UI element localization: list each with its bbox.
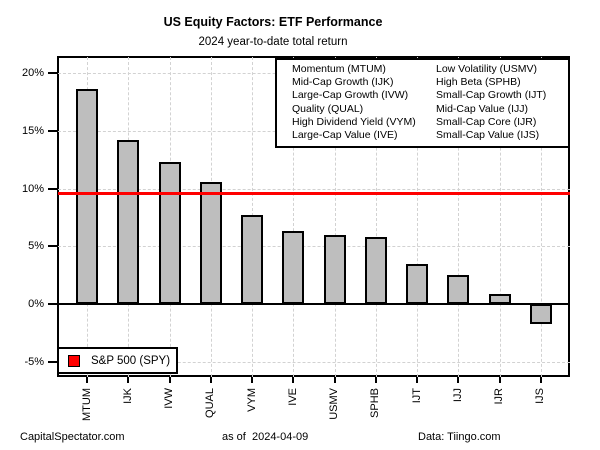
chart-subtitle: 2024 year-to-date total return <box>198 36 348 48</box>
legend-item: Small-Cap Core (IJR) <box>436 115 537 128</box>
legend-item: Quality (QUAL) <box>292 102 364 115</box>
bar-IJK <box>117 140 140 305</box>
x-tick-label: IJR <box>493 388 506 405</box>
footer-data-source: Data: Tiingo.com <box>418 431 501 443</box>
red-square-swatch-icon <box>68 354 80 367</box>
legend-item: Mid-Cap Value (IJJ) <box>436 102 528 115</box>
y-gridline <box>58 188 570 190</box>
plot-area <box>57 56 570 377</box>
x-axis-tick <box>416 377 419 383</box>
y-gridline <box>58 246 570 248</box>
bar-IVE <box>282 231 305 305</box>
x-gridline <box>540 57 542 377</box>
legend-item: Momentum (MTUM) <box>292 63 386 75</box>
x-axis-tick <box>539 377 542 383</box>
bar-IJS <box>529 304 552 325</box>
y-gridline <box>58 361 570 363</box>
x-tick-label: IVW <box>163 388 176 409</box>
x-gridline <box>293 57 295 377</box>
x-axis-tick <box>209 377 212 383</box>
y-tick-label: 0% <box>28 298 44 311</box>
x-axis-tick <box>127 377 130 383</box>
x-gridline <box>499 57 501 377</box>
y-axis-tick <box>48 303 58 306</box>
x-tick-label: IJS <box>534 388 547 404</box>
x-gridline <box>458 57 460 377</box>
x-axis-tick <box>374 377 377 383</box>
x-gridline <box>417 57 419 377</box>
bar-SPHB <box>364 237 387 305</box>
x-axis-tick <box>498 377 501 383</box>
legend-item: Low Volatility (USMV) <box>436 63 537 75</box>
x-tick-label: IJT <box>410 388 423 404</box>
y-axis-tick <box>48 187 58 190</box>
factor-legend-column-1: Momentum (MTUM) Mid-Cap Growth (IJK) Large… <box>292 63 416 142</box>
y-tick-label: 10% <box>21 182 44 195</box>
y-tick-label: 20% <box>21 67 44 80</box>
x-axis-tick <box>292 377 295 383</box>
legend-item: High Beta (SPHB) <box>436 76 521 89</box>
bar-USMV <box>323 234 346 305</box>
x-axis-tick <box>333 377 336 383</box>
benchmark-legend: S&P 500 (SPY) <box>57 347 178 374</box>
benchmark-legend-label: S&P 500 (SPY) <box>91 354 171 367</box>
y-axis-tick <box>48 245 58 248</box>
legend-item: Large-Cap Value (IVE) <box>292 129 398 142</box>
x-tick-label: QUAL <box>204 388 217 418</box>
y-tick-label: 5% <box>28 240 44 253</box>
x-tick-label: USMV <box>328 388 341 420</box>
x-axis-tick <box>251 377 254 383</box>
factor-legend-column-2: Low Volatility (USMV) High Beta (SPHB) Sma… <box>436 63 546 142</box>
x-tick-label: VYM <box>245 388 258 412</box>
x-tick-label: IJK <box>121 388 134 404</box>
y-tick-label: 15% <box>21 124 44 137</box>
footer-source-left: CapitalSpectator.com <box>20 431 125 443</box>
legend-item: Mid-Cap Growth (IJK) <box>292 76 394 89</box>
bar-MTUM <box>76 89 98 305</box>
x-tick-label: IJJ <box>451 388 464 403</box>
legend-item: Small-Cap Value (IJS) <box>436 129 540 142</box>
bar-IJT <box>406 263 429 305</box>
x-tick-label: IVE <box>286 388 299 406</box>
benchmark-line <box>58 191 570 195</box>
legend-item: Large-Cap Growth (IVW) <box>292 89 409 102</box>
y-axis-tick <box>48 129 58 132</box>
bar-IJR <box>488 293 511 305</box>
zero-axis-line <box>58 303 570 306</box>
footer-as-of-date: as of 2024-04-09 <box>222 431 309 443</box>
x-tick-label: SPHB <box>369 388 382 418</box>
legend-item: Small-Cap Growth (IJT) <box>436 89 547 102</box>
x-gridline <box>334 57 336 377</box>
x-axis-tick <box>86 377 88 383</box>
legend-item: High Dividend Yield (VYM) <box>292 115 416 128</box>
bar-IJJ <box>447 275 470 305</box>
bar-QUAL <box>199 181 222 305</box>
x-gridline <box>375 57 377 377</box>
bar-IVW <box>158 162 181 305</box>
x-axis-tick <box>168 377 171 383</box>
x-axis-tick <box>457 377 460 383</box>
factor-legend: Momentum (MTUM) Mid-Cap Growth (IJK) Large… <box>275 58 570 148</box>
y-tick-label: -5% <box>24 355 44 368</box>
bar-VYM <box>241 215 264 305</box>
chart-title: US Equity Factors: ETF Performance <box>163 15 383 29</box>
x-tick-label: MTUM <box>80 388 93 421</box>
y-axis-tick <box>48 72 58 75</box>
y-axis-tick <box>48 360 58 363</box>
